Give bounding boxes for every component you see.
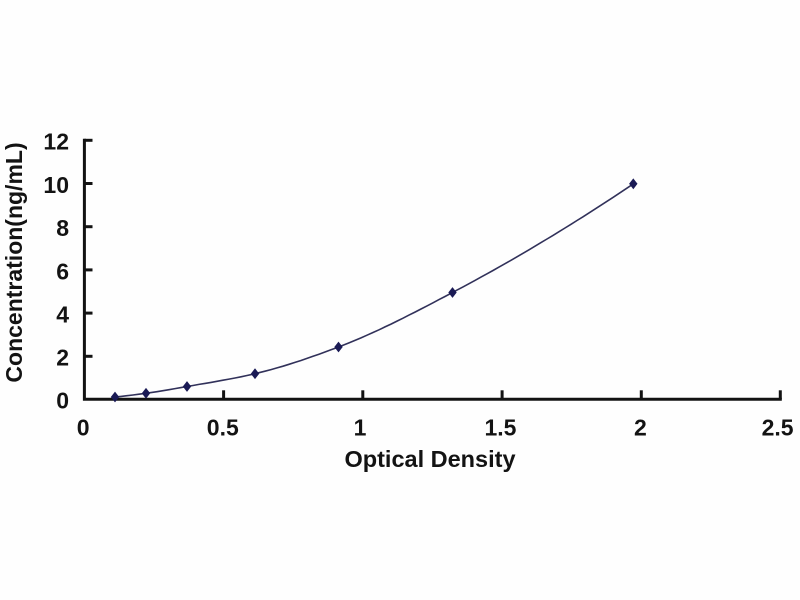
- svg-text:0.5: 0.5: [207, 415, 239, 441]
- svg-text:6: 6: [56, 258, 69, 284]
- svg-text:1.5: 1.5: [485, 415, 517, 441]
- svg-text:Concentration(ng/mL): Concentration(ng/mL): [1, 142, 27, 382]
- svg-text:Optical Density: Optical Density: [344, 446, 515, 472]
- svg-text:4: 4: [56, 302, 69, 328]
- svg-text:1: 1: [354, 415, 367, 441]
- svg-text:2.5: 2.5: [762, 415, 794, 441]
- svg-text:8: 8: [56, 215, 69, 241]
- svg-text:0: 0: [56, 388, 69, 414]
- svg-text:2: 2: [56, 345, 69, 371]
- svg-text:0: 0: [77, 415, 90, 441]
- svg-text:12: 12: [43, 129, 69, 155]
- svg-text:10: 10: [43, 172, 69, 198]
- svg-text:2: 2: [634, 415, 647, 441]
